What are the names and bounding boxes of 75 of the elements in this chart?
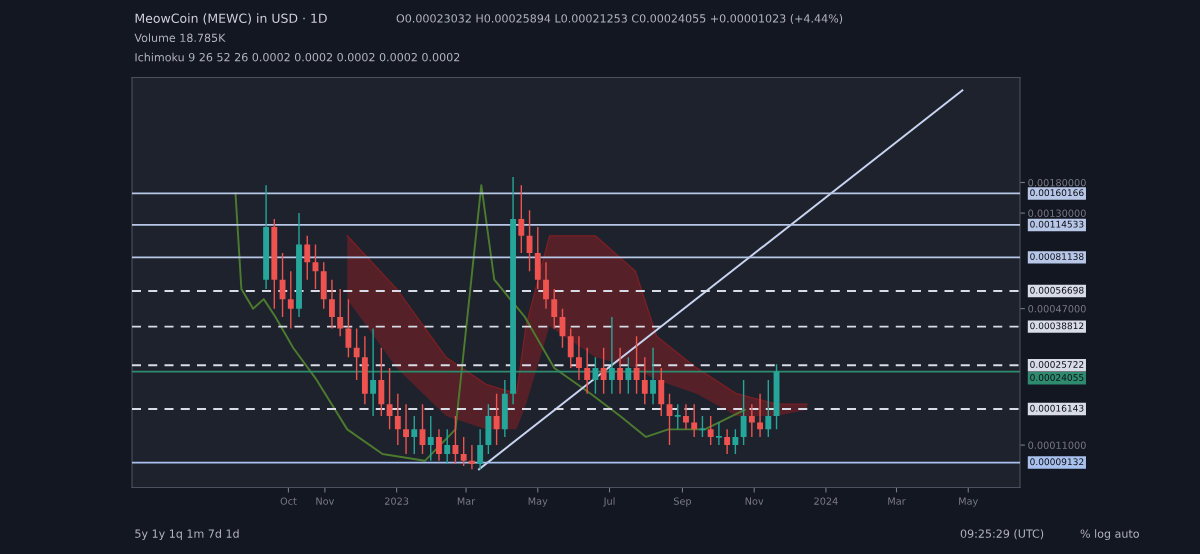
text: % log auto	[1080, 529, 1139, 540]
x-tick-label: Mar	[888, 497, 906, 505]
candlestick	[460, 436, 467, 467]
candlestick	[444, 428, 451, 465]
x-tick-label: May	[959, 497, 979, 507]
text: Ichimoku 9 26 52 26 0.0002 0.0002 0.0002 0.0002 0.0002	[135, 52, 460, 62]
x-tick-label: Sep	[673, 497, 692, 507]
ref-line-label: 0.00081138	[1030, 253, 1084, 260]
ref-line-label: 0.00016143	[1030, 404, 1084, 412]
x-tick-label: 2024	[814, 497, 838, 505]
y-tick-label: 0.00011000	[1028, 441, 1086, 449]
candlestick	[353, 327, 360, 381]
line-series	[234, 184, 746, 462]
y-tick-label: 0.00180000	[1028, 178, 1086, 187]
candlestick	[427, 415, 434, 462]
text: Volume 18.785K	[134, 33, 226, 42]
candlestick	[477, 428, 484, 470]
candlestick	[403, 403, 409, 455]
x-tick-label: Nov	[316, 497, 335, 505]
candlestick	[386, 367, 393, 431]
candlestick	[765, 379, 772, 438]
candlestick	[683, 403, 689, 431]
y-tick-label: 0.00130000	[1028, 209, 1086, 217]
candlestick	[370, 327, 377, 417]
x-tick-label: Nov	[745, 497, 764, 505]
candlestick	[551, 288, 558, 330]
ref-line-label: 0.00024055	[1030, 374, 1084, 381]
text: 5y 1y 1q 1m 7d 1d	[135, 529, 239, 540]
candlestick	[329, 278, 335, 330]
candlestick	[625, 356, 632, 395]
candlestick	[287, 270, 294, 330]
candlestick	[493, 393, 500, 446]
candlestick	[345, 298, 352, 358]
x-tick-label: Jul	[603, 497, 615, 507]
ref-line-label: 0.00038812	[1030, 322, 1084, 330]
candlestick	[304, 235, 311, 281]
ref-line-label: 0.00160166	[1030, 189, 1084, 197]
candlestick	[567, 327, 574, 369]
candlestick	[724, 428, 731, 455]
candlestick	[592, 356, 599, 395]
candlestick	[691, 403, 698, 438]
y-tick-label: 0.00047000	[1028, 305, 1086, 313]
candlestick	[543, 261, 549, 310]
candlestick	[740, 379, 747, 446]
x-tick-label: Oct	[280, 497, 297, 505]
candlestick	[748, 403, 755, 438]
ref-line-label: 0.00114533	[1030, 220, 1084, 228]
candlestick	[584, 347, 591, 395]
chart-subtitle: O0.00023032 H0.00025894 L0.00021253 C0.00024055 +0.00001023 (+4.44%)	[396, 14, 843, 24]
chart-title: MeowCoin (MEWC) in USD · 1D	[135, 13, 327, 25]
candlestick	[732, 428, 739, 455]
candlestick	[337, 288, 344, 338]
candlestick	[394, 393, 401, 446]
candlestick	[600, 347, 607, 395]
ref-line-label: 0.00025722	[1030, 361, 1084, 368]
candlestick	[608, 316, 615, 395]
candlestick	[650, 347, 656, 405]
ref-line-label: 0.00056698	[1030, 286, 1084, 294]
candlestick	[715, 421, 723, 446]
candlestick	[757, 393, 764, 438]
ref-line-label: 0.00009132	[1030, 458, 1084, 466]
candlestick	[411, 415, 418, 455]
candlestick	[436, 428, 442, 462]
candlestick	[518, 184, 525, 254]
x-tick-label: Mar	[457, 497, 476, 505]
candlestick	[633, 335, 640, 395]
candlestick	[641, 356, 648, 405]
x-tick-label: May	[528, 497, 548, 507]
candlestick	[707, 415, 714, 446]
candlestick	[673, 403, 682, 431]
x-tick-label: 2023	[384, 497, 409, 505]
text: 09:25:29 (UTC)	[960, 529, 1044, 540]
candlestick	[576, 335, 582, 381]
candlestick	[468, 444, 475, 470]
candlestick	[617, 347, 624, 395]
